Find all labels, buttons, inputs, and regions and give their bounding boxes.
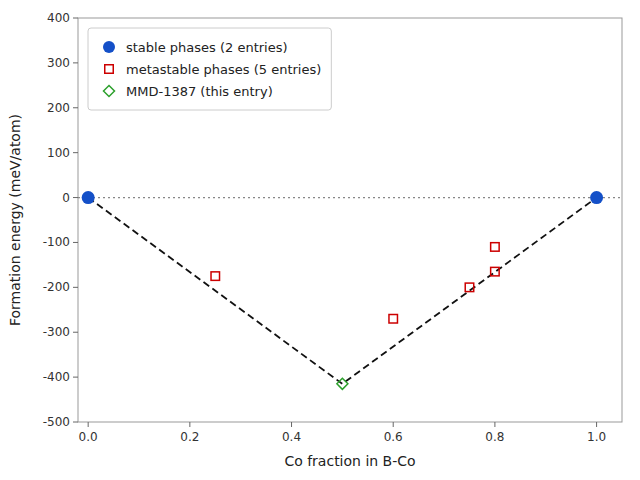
y-tick-label: 300 [47,56,70,70]
x-axis-label: Co fraction in B-Co [284,453,415,469]
x-tick [291,422,292,427]
y-tick [73,107,78,108]
x-tick-label: 0.2 [180,430,199,444]
y-tick [73,152,78,153]
y-tick [73,287,78,288]
marks [78,191,622,389]
legend-symbol [104,86,115,97]
x-tick-label: 0.6 [384,430,403,444]
y-tick-label: 100 [47,146,70,160]
y-axis-label: Formation energy (meV/atom) [7,114,23,326]
point [491,267,500,276]
legend-label: metastable phases (5 entries) [126,62,321,77]
y-tick-label: -200 [43,280,70,294]
y-tick-label: 0 [62,191,70,205]
y-tick [73,332,78,333]
y-tick-label: -500 [43,415,70,429]
y-tick-label: -300 [43,325,70,339]
point [82,191,95,204]
y-tick [73,242,78,243]
point [590,191,603,204]
reference-line [78,197,622,198]
legend-symbol [103,41,115,53]
x-tick [596,422,597,427]
y-tick [73,377,78,378]
hull-line [88,198,596,384]
legend-box [88,28,331,110]
x-tick [88,422,89,427]
x-tick-label: 0.0 [79,430,98,444]
y-tick-label: -400 [43,370,70,384]
point [211,272,220,281]
point [465,283,474,292]
point [337,378,348,389]
x-tick-label: 1.0 [587,430,606,444]
point [389,315,398,324]
y-tick [73,197,78,198]
legend-label: stable phases (2 entries) [126,40,288,55]
x-tick-label: 0.8 [485,430,504,444]
chart: 0.0 0.2 0.4 0.6 0.8 1.0 -500 -400 -300 -200 -100 0 1… [0,0,640,480]
legend: stable phases (2 entries) metastable phas… [88,28,331,110]
y-tick [73,18,78,19]
x-tick-label: 0.4 [282,430,301,444]
y-tick [73,62,78,63]
y-tick-label: 200 [47,101,70,115]
y-tick [73,422,78,423]
x-tick [189,422,190,427]
x-tick [494,422,495,427]
plot-frame [78,18,622,422]
x-tick [393,422,394,427]
y-tick-label: -100 [43,235,70,249]
legend-symbol [105,65,114,74]
point [491,243,500,252]
legend-label: MMD-1387 (this entry) [126,84,273,99]
y-tick-label: 400 [47,11,70,25]
